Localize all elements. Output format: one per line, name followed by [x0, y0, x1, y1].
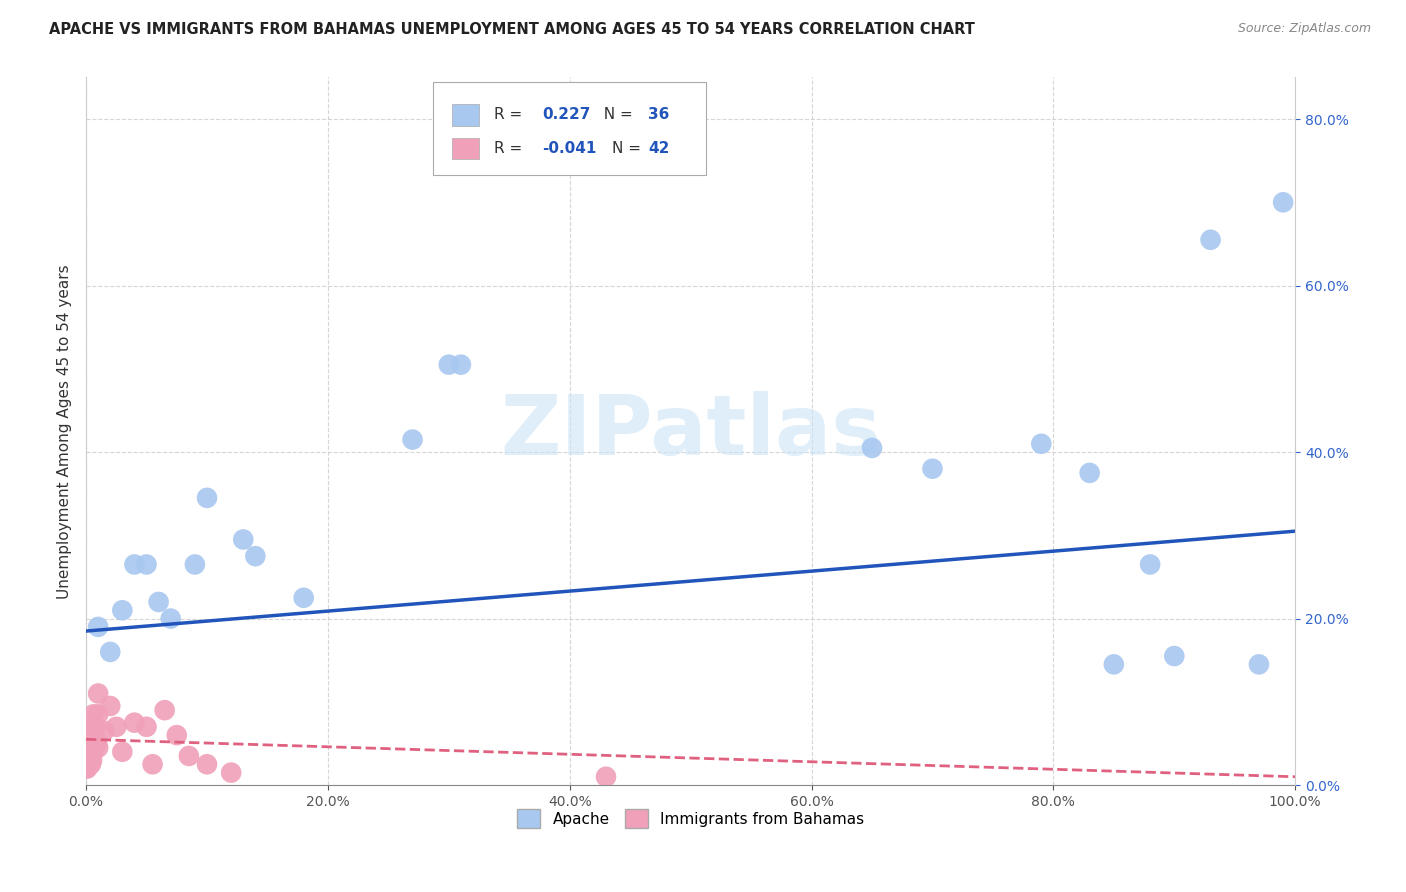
Point	[860, 441, 883, 455]
Text: N =: N =	[593, 107, 637, 122]
Point	[124, 715, 146, 730]
Point	[86, 736, 108, 750]
Point	[75, 745, 97, 759]
Point	[232, 533, 254, 547]
Point	[80, 732, 103, 747]
Point	[195, 491, 218, 505]
Point	[148, 595, 170, 609]
Point	[111, 745, 134, 759]
Point	[437, 358, 460, 372]
Point	[166, 728, 188, 742]
Point	[82, 720, 104, 734]
Point	[80, 757, 103, 772]
FancyBboxPatch shape	[453, 104, 479, 126]
Point	[98, 698, 121, 713]
Point	[1031, 436, 1053, 450]
Point	[105, 720, 128, 734]
Point	[87, 707, 110, 722]
Point	[1199, 233, 1222, 247]
Y-axis label: Unemployment Among Ages 45 to 54 years: Unemployment Among Ages 45 to 54 years	[58, 264, 72, 599]
FancyBboxPatch shape	[453, 137, 479, 159]
Point	[219, 765, 242, 780]
Text: N =: N =	[612, 141, 645, 156]
Point	[98, 645, 121, 659]
Point	[83, 728, 105, 742]
Point	[87, 686, 110, 700]
Point	[111, 603, 134, 617]
Point	[177, 748, 200, 763]
Point	[75, 761, 97, 775]
Point	[1078, 466, 1101, 480]
Point	[87, 740, 110, 755]
Point	[135, 720, 157, 734]
Point	[1272, 195, 1295, 210]
Text: 0.227: 0.227	[541, 107, 591, 122]
Point	[142, 757, 165, 772]
Text: 36: 36	[648, 107, 669, 122]
Point	[401, 433, 423, 447]
Point	[195, 757, 218, 772]
FancyBboxPatch shape	[433, 82, 706, 175]
Point	[124, 558, 146, 572]
Text: R =: R =	[494, 141, 527, 156]
Point	[1102, 657, 1125, 672]
Legend: Apache, Immigrants from Bahamas: Apache, Immigrants from Bahamas	[512, 803, 870, 834]
Text: ZIPatlas: ZIPatlas	[501, 391, 882, 472]
Point	[77, 736, 100, 750]
Point	[87, 620, 110, 634]
Point	[1247, 657, 1270, 672]
Text: 42: 42	[648, 141, 669, 156]
Point	[82, 745, 104, 759]
Point	[76, 753, 98, 767]
Point	[450, 358, 472, 372]
Text: APACHE VS IMMIGRANTS FROM BAHAMAS UNEMPLOYMENT AMONG AGES 45 TO 54 YEARS CORRELA: APACHE VS IMMIGRANTS FROM BAHAMAS UNEMPL…	[49, 22, 976, 37]
Point	[135, 558, 157, 572]
Point	[153, 703, 176, 717]
Point	[1163, 648, 1185, 663]
Point	[82, 707, 104, 722]
Point	[595, 770, 617, 784]
Point	[76, 761, 98, 775]
Point	[159, 611, 181, 625]
Text: Source: ZipAtlas.com: Source: ZipAtlas.com	[1237, 22, 1371, 36]
Point	[292, 591, 315, 605]
Point	[184, 558, 207, 572]
Point	[77, 753, 100, 767]
Point	[79, 745, 101, 759]
Point	[1139, 558, 1161, 572]
Point	[93, 723, 115, 738]
Point	[82, 753, 104, 767]
Text: R =: R =	[494, 107, 527, 122]
Point	[921, 461, 943, 475]
Point	[79, 728, 101, 742]
Point	[245, 549, 267, 563]
Point	[84, 720, 107, 734]
Text: -0.041: -0.041	[541, 141, 596, 156]
